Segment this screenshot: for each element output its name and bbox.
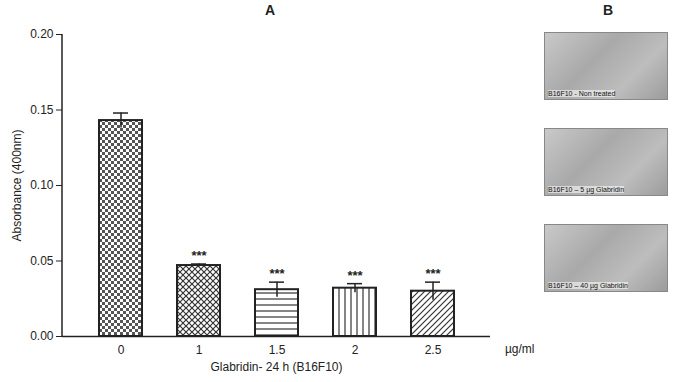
- svg-text:***: ***: [347, 268, 363, 283]
- svg-text:1: 1: [196, 343, 203, 357]
- svg-text:Glabridin- 24 h (B16F10): Glabridin- 24 h (B16F10): [210, 360, 342, 374]
- html-text:B16F10 – 5 µg Glabridin: B16F10 – 5 µg Glabridin: [548, 186, 624, 193]
- svg-text:0.00: 0.00: [30, 329, 54, 343]
- svg-text:0.20: 0.20: [30, 27, 54, 41]
- svg-text:0: 0: [118, 343, 125, 357]
- svg-text:µg/ml: µg/ml: [505, 342, 535, 356]
- svg-text:1.5: 1.5: [269, 343, 286, 357]
- svg-text:***: ***: [425, 266, 441, 281]
- html-text:B: B: [602, 2, 614, 18]
- svg-text:***: ***: [191, 248, 207, 263]
- svg-text:2.5: 2.5: [425, 343, 442, 357]
- svg-text:0.05: 0.05: [30, 254, 54, 268]
- html-text:A: A: [264, 2, 276, 18]
- svg-text:0.15: 0.15: [30, 103, 54, 117]
- svg-text:0.10: 0.10: [30, 178, 54, 192]
- html-text:B16F10 - Non treated: B16F10 - Non treated: [548, 90, 616, 97]
- html-text:B16F10 – 40 µg Glabridin: B16F10 – 40 µg Glabridin: [548, 282, 628, 289]
- svg-text:Absorbance (400nm): Absorbance (400nm): [10, 129, 24, 241]
- svg-text:2: 2: [352, 343, 359, 357]
- svg-text:***: ***: [269, 266, 285, 281]
